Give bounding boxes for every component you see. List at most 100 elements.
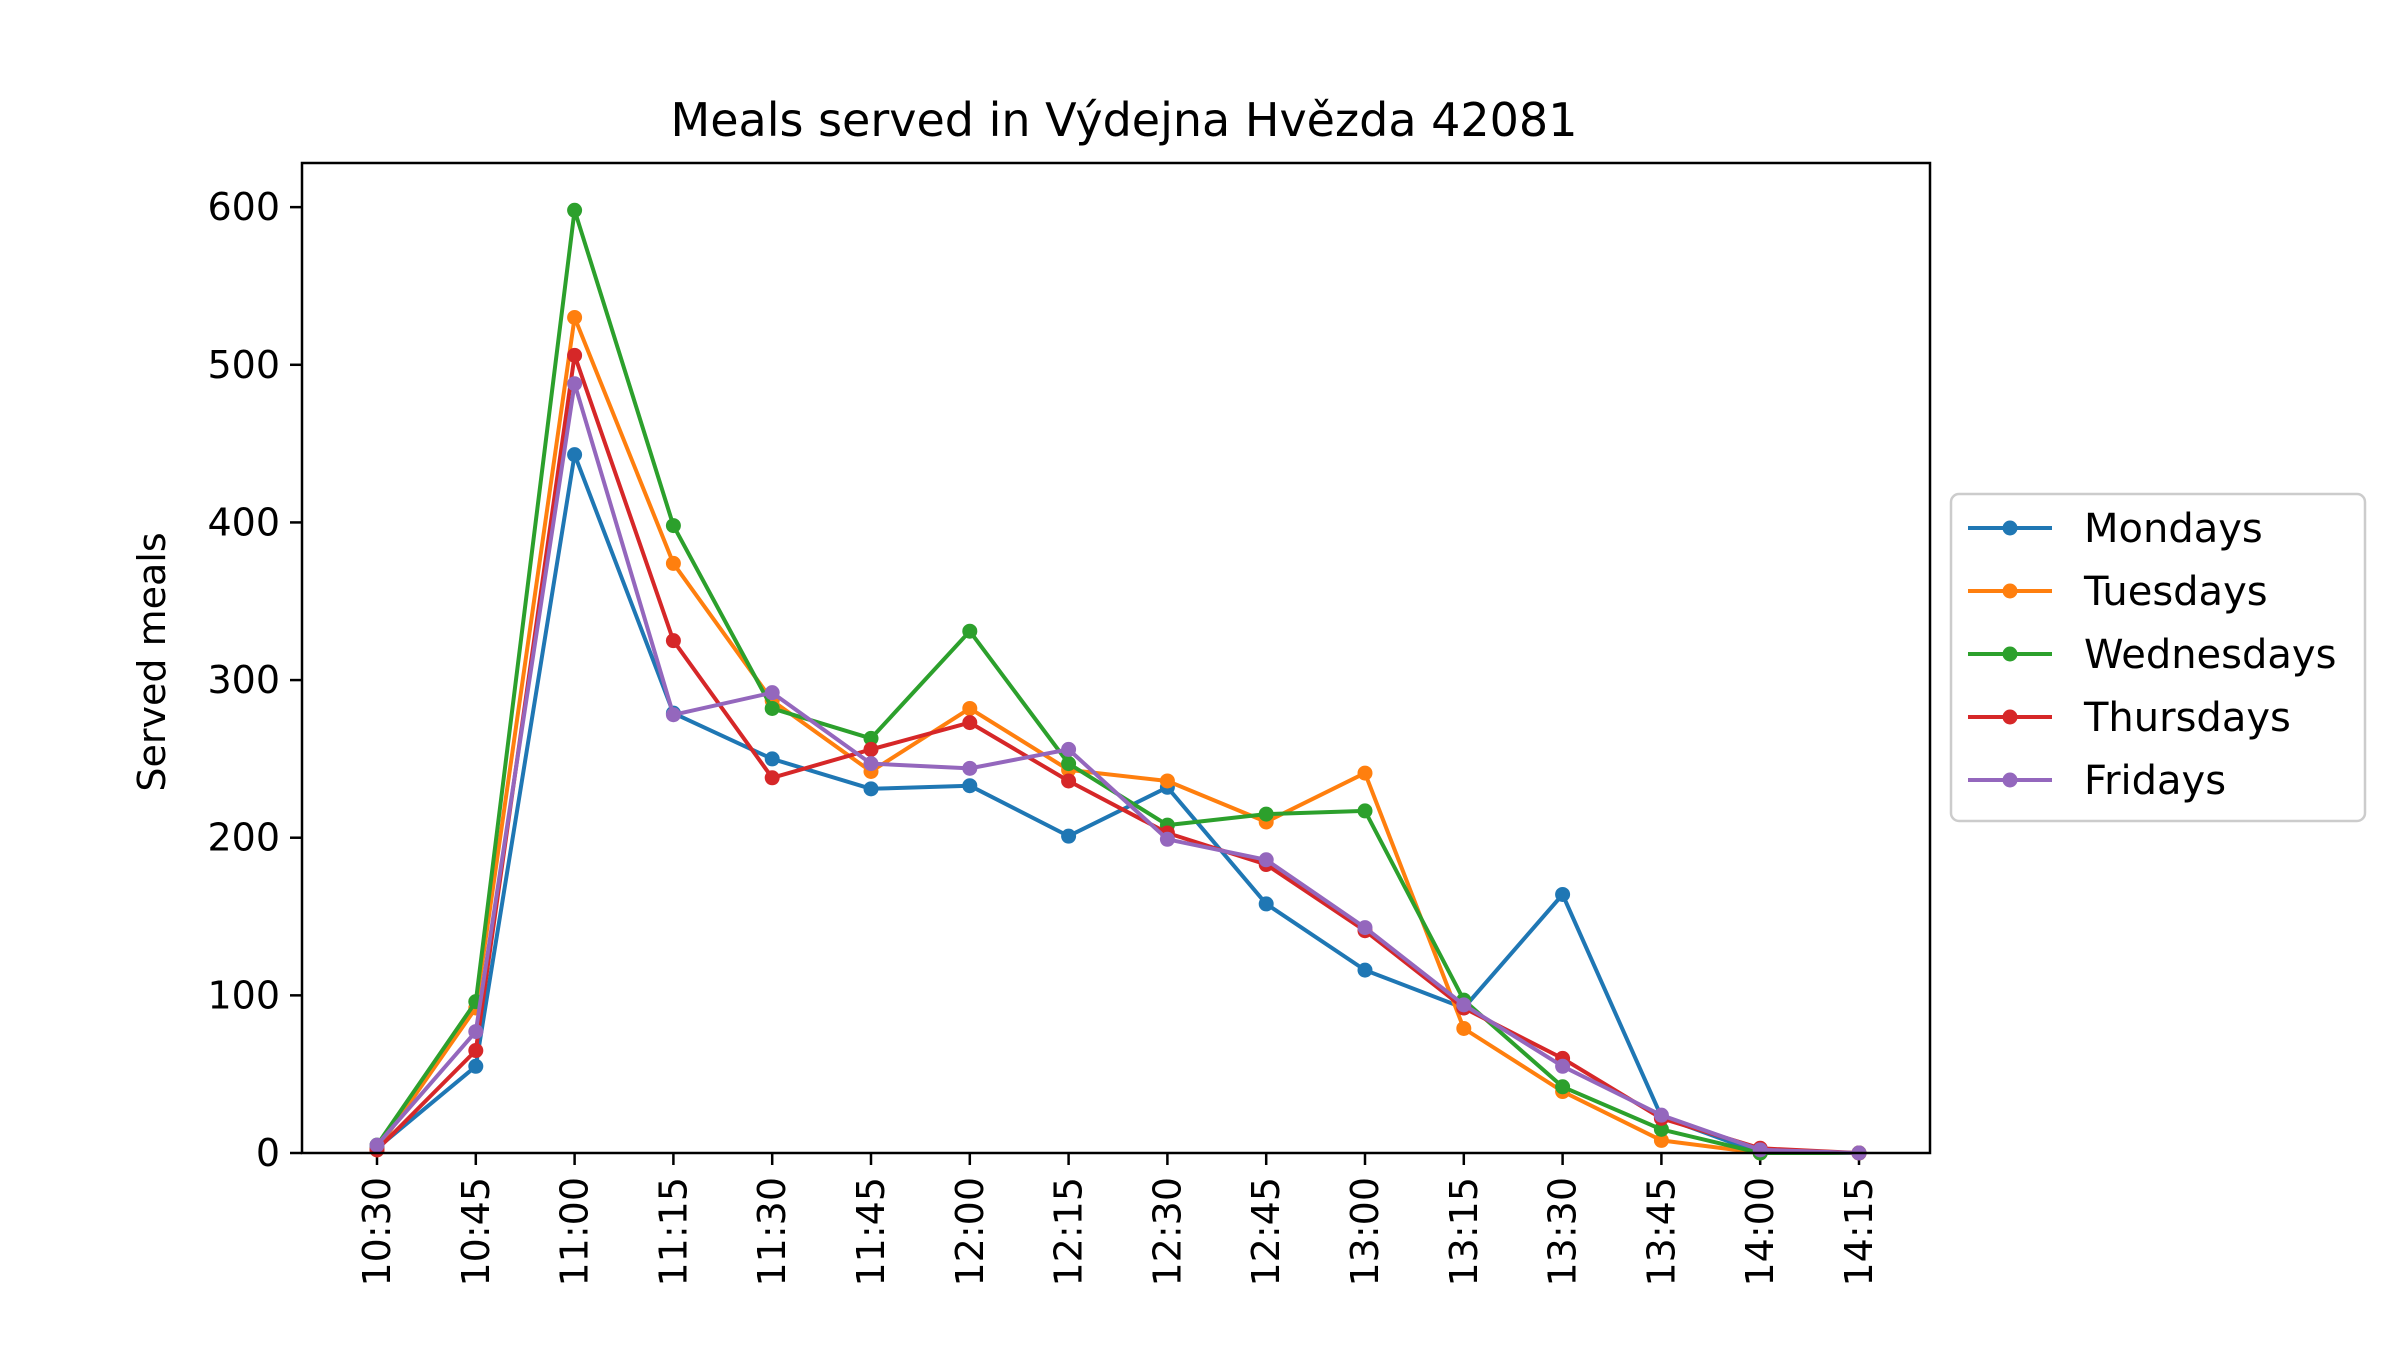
y-axis-label: Served meals	[130, 532, 174, 791]
data-point-tuesdays	[1653, 1132, 1669, 1148]
x-tick-label: 13:15	[1442, 1177, 1486, 1287]
y-tick-label: 500	[207, 343, 280, 387]
legend-marker-fridays	[2002, 772, 2018, 788]
data-point-fridays	[1555, 1058, 1571, 1074]
data-point-wednesdays	[962, 623, 978, 639]
data-point-mondays	[764, 751, 780, 767]
data-point-tuesdays	[1159, 773, 1175, 789]
data-point-wednesdays	[1061, 756, 1077, 772]
x-tick-label: 10:45	[454, 1177, 498, 1287]
data-point-fridays	[567, 376, 583, 392]
legend-item-mondays: Mondays	[1968, 506, 2263, 552]
data-point-fridays	[1357, 920, 1373, 936]
data-point-fridays	[369, 1137, 385, 1153]
series-fridays	[369, 376, 1867, 1161]
x-tick-label: 14:15	[1837, 1177, 1881, 1287]
data-point-wednesdays	[764, 700, 780, 716]
x-tick-label: 12:30	[1145, 1177, 1189, 1287]
data-point-mondays	[468, 1058, 484, 1074]
x-tick-label: 14:00	[1738, 1177, 1782, 1287]
data-point-fridays	[1258, 852, 1274, 868]
data-point-mondays	[1061, 828, 1077, 844]
series-line-tuesdays	[374, 315, 1861, 1155]
data-point-mondays	[1555, 886, 1571, 902]
data-point-fridays	[1653, 1107, 1669, 1123]
legend-item-wednesdays: Wednesdays	[1968, 632, 2336, 678]
y-tick-label: 300	[207, 658, 280, 702]
legend: Mondays Tuesdays Wednesdays Thursdays Friday…	[1949, 492, 2367, 823]
data-point-wednesdays	[863, 730, 879, 746]
legend-marker-mondays	[2002, 520, 2018, 536]
y-tick-label: 600	[207, 185, 280, 229]
data-point-thursdays	[1061, 773, 1077, 789]
data-point-fridays	[1752, 1142, 1768, 1158]
x-tick-label: 13:30	[1541, 1177, 1585, 1287]
data-point-thursdays	[764, 770, 780, 786]
x-tick-label: 11:45	[849, 1177, 893, 1287]
legend-label-mondays: Mondays	[2084, 506, 2263, 552]
series-line-fridays	[374, 381, 1862, 1156]
data-point-mondays	[1258, 896, 1274, 912]
data-point-fridays	[863, 756, 879, 772]
legend-item-fridays: Fridays	[1968, 758, 2226, 804]
data-point-thursdays	[567, 347, 583, 363]
y-tick-label: 0	[256, 1131, 280, 1175]
legend-item-thursdays: Thursdays	[1968, 695, 2291, 741]
legend-label-tuesdays: Tuesdays	[2083, 569, 2268, 615]
x-tick-label: 12:15	[1047, 1177, 1091, 1287]
x-tick-label: 11:30	[750, 1177, 794, 1287]
x-axis: 10:30 10:45 11:00 11:15 11:30 11:45 12:00 12:15…	[355, 1153, 1881, 1287]
legend-label-thursdays: Thursdays	[2083, 695, 2291, 741]
series-line-mondays	[374, 452, 1861, 1155]
data-point-wednesdays	[1653, 1121, 1669, 1137]
data-point-wednesdays	[1258, 806, 1274, 822]
y-tick-label: 200	[207, 816, 280, 860]
data-point-mondays	[863, 781, 879, 797]
data-point-tuesdays	[567, 309, 583, 325]
data-point-thursdays	[962, 715, 978, 731]
data-point-thursdays	[665, 633, 681, 649]
data-point-fridays	[1159, 831, 1175, 847]
legend-box	[1949, 492, 2367, 823]
data-point-mondays	[567, 447, 583, 463]
data-point-tuesdays	[1456, 1020, 1472, 1036]
legend-marker-thursdays	[2002, 709, 2018, 725]
series-line-thursdays	[374, 353, 1862, 1156]
data-point-thursdays	[863, 741, 879, 757]
data-point-fridays	[468, 1024, 484, 1040]
data-point-fridays	[1456, 997, 1472, 1013]
data-point-fridays	[764, 685, 780, 701]
legend-label-wednesdays: Wednesdays	[2084, 632, 2336, 678]
legend-label-fridays: Fridays	[2084, 758, 2226, 804]
legend-marker-wednesdays	[2002, 646, 2018, 662]
x-tick-label: 12:00	[948, 1177, 992, 1287]
data-point-tuesdays	[962, 700, 978, 716]
y-tick-label: 100	[207, 973, 280, 1017]
x-tick-label: 13:00	[1343, 1177, 1387, 1287]
x-tick-label: 11:15	[651, 1177, 695, 1287]
x-tick-label: 10:30	[355, 1177, 399, 1287]
data-point-fridays	[665, 707, 681, 723]
data-point-tuesdays	[665, 555, 681, 571]
data-point-wednesdays	[665, 518, 681, 534]
data-point-fridays	[962, 760, 978, 776]
series-group	[369, 202, 1867, 1161]
x-tick-label: 12:45	[1244, 1177, 1288, 1287]
y-axis: 0 100 200 300 400 500 600	[207, 185, 302, 1175]
x-tick-label: 11:00	[553, 1177, 597, 1287]
data-point-tuesdays	[1357, 765, 1373, 781]
data-point-mondays	[1357, 962, 1373, 978]
data-point-wednesdays	[1357, 803, 1373, 819]
data-point-thursdays	[468, 1043, 484, 1059]
data-point-mondays	[962, 778, 978, 794]
data-point-fridays	[1061, 741, 1077, 757]
x-tick-label: 13:45	[1639, 1177, 1683, 1287]
legend-item-tuesdays: Tuesdays	[1968, 569, 2268, 615]
chart-title: Meals served in Výdejna Hvězda 42081	[671, 93, 1578, 147]
data-point-wednesdays	[567, 202, 583, 218]
y-tick-label: 400	[207, 500, 280, 544]
legend-marker-tuesdays	[2002, 583, 2018, 599]
plot-frame	[300, 161, 1932, 1155]
